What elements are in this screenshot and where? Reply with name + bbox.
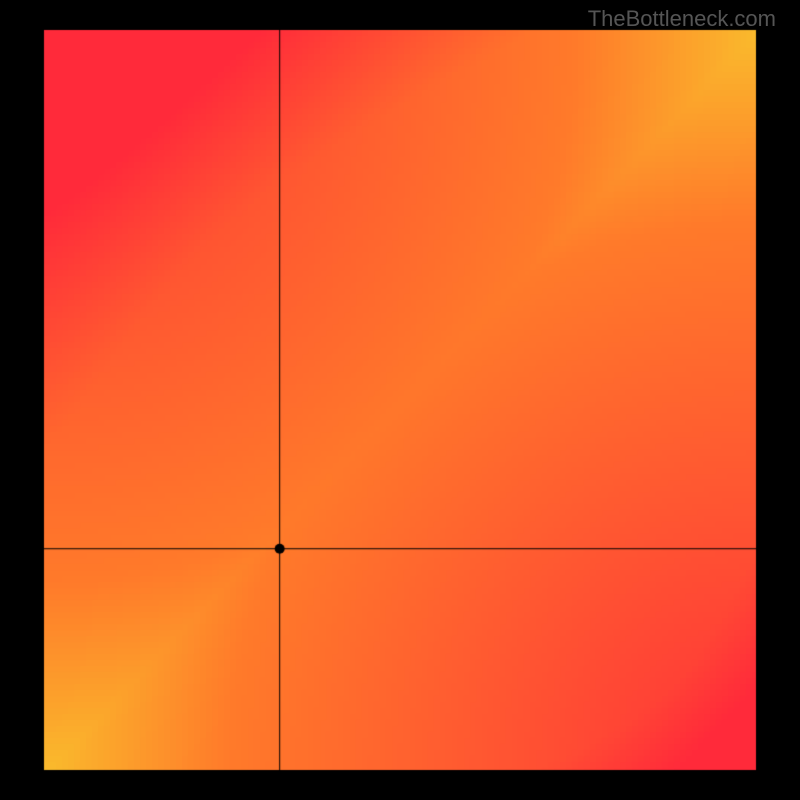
bottleneck-heatmap (0, 0, 800, 800)
watermark-text: TheBottleneck.com (588, 6, 776, 32)
